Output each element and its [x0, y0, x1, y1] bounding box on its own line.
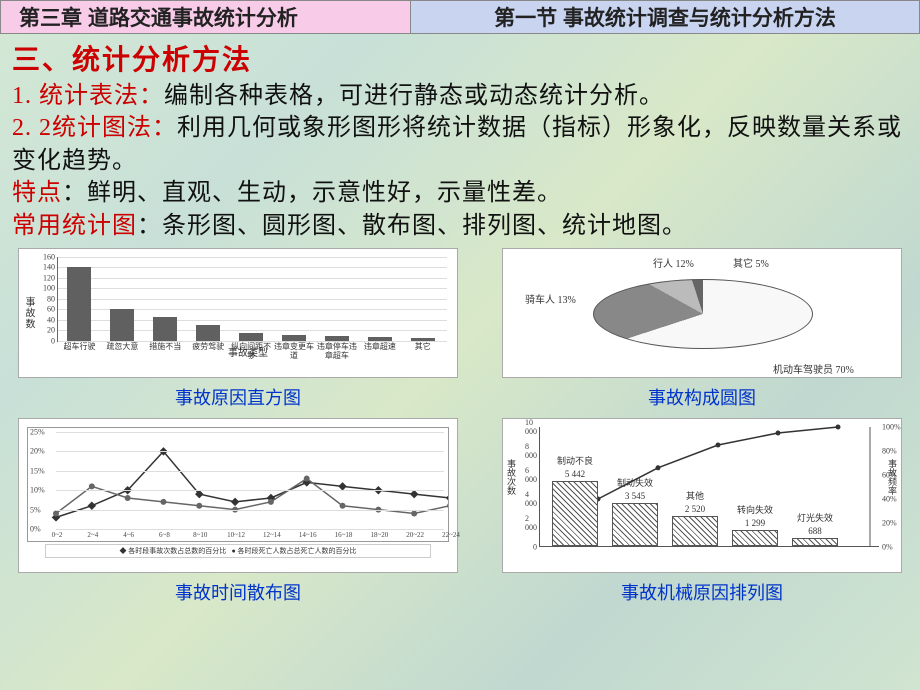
- chart3-plot: 0%5%10%15%20%25%0~22~44~66~88~1010~1212~…: [27, 427, 449, 542]
- charts-area: 事故数 020406080100120140160超车行驶疏忽大意措施不当疲劳驾…: [0, 248, 920, 613]
- line-1: 1. 统计表法：编制各种表格，可进行静态或动态统计分析。: [12, 80, 908, 112]
- line-chart: 0%5%10%15%20%25%0~22~44~66~88~1010~1212~…: [18, 418, 458, 573]
- line-2-prefix: 2. 2统计图法：: [12, 115, 177, 141]
- chart4-plot: 02 0004 0006 0008 00010 0000%20%40%60%80…: [539, 427, 879, 547]
- legend-item-0: ◆ 各时段事故次数占总数的百分比: [120, 547, 227, 555]
- pareto-chart: 事故次数 事故频率 02 0004 0006 0008 00010 0000%2…: [502, 418, 902, 573]
- line-2: 2. 2统计图法：利用几何或象形图形将统计数据（指标）形象化，反映数量关系或变化…: [12, 112, 908, 177]
- line-4-text: ：条形图、圆形图、散布图、排列图、统计地图。: [137, 213, 687, 239]
- pie-chart: 行人 12% 其它 5% 骑车人 13% 机动车驾驶员 70%: [502, 248, 902, 378]
- line-1-prefix: 1. 统计表法：: [12, 83, 164, 109]
- line-3-prefix: 特点: [12, 180, 62, 206]
- chart4-caption: 事故机械原因排列图: [502, 579, 902, 605]
- chart3-svg: [28, 428, 448, 541]
- chart1-wrap: 事故数 020406080100120140160超车行驶疏忽大意措施不当疲劳驾…: [18, 248, 458, 418]
- pie-label-2: 骑车人 13%: [525, 291, 576, 306]
- charts-row-2: 0%5%10%15%20%25%0~22~44~66~88~1010~1212~…: [18, 418, 902, 613]
- line-4-prefix: 常用统计图: [12, 213, 137, 239]
- pie-label-0: 行人 12%: [653, 255, 694, 270]
- line-4: 常用统计图：条形图、圆形图、散布图、排列图、统计地图。: [12, 210, 908, 242]
- chart3-legend: ◆ 各时段事故次数占总数的百分比 ● 各时段死亡人数占总死亡人数的百分比: [45, 544, 431, 558]
- chart2-caption: 事故构成圆图: [502, 384, 902, 410]
- chart3-wrap: 0%5%10%15%20%25%0~22~44~66~88~1010~1212~…: [18, 418, 458, 613]
- chart4-wrap: 事故次数 事故频率 02 0004 0006 0008 00010 0000%2…: [502, 418, 902, 613]
- section-title: 第一节 事故统计调查与统计分析方法: [411, 1, 919, 33]
- pie-label-3: 机动车驾驶员 70%: [773, 361, 854, 376]
- chart1-plot: 020406080100120140160超车行驶疏忽大意措施不当疲劳驾驶纵向间…: [57, 257, 447, 342]
- chart1-caption: 事故原因直方图: [18, 384, 458, 410]
- line-3: 特点：鲜明、直观、生动，示意性好，示量性差。: [12, 177, 908, 209]
- charts-row-1: 事故数 020406080100120140160超车行驶疏忽大意措施不当疲劳驾…: [18, 248, 902, 418]
- chart2-wrap: 行人 12% 其它 5% 骑车人 13% 机动车驾驶员 70% 事故构成圆图: [502, 248, 902, 418]
- bar-chart: 事故数 020406080100120140160超车行驶疏忽大意措施不当疲劳驾…: [18, 248, 458, 378]
- chapter-title: 第三章 道路交通事故统计分析: [1, 1, 411, 33]
- main-heading: 三、统计分析方法: [12, 38, 908, 78]
- line-3-text: ：鲜明、直观、生动，示意性好，示量性差。: [62, 180, 562, 206]
- chart1-ylabel: 事故数: [21, 296, 36, 329]
- pie-body: [593, 279, 813, 364]
- chart3-caption: 事故时间散布图: [18, 579, 458, 605]
- legend-item-1: ● 各时段死亡人数占总死亡人数的百分比: [232, 547, 357, 555]
- content-area: 三、统计分析方法 1. 统计表法：编制各种表格，可进行静态或动态统计分析。 2.…: [0, 34, 920, 242]
- chart4-ylabel-left: 事故次数: [505, 459, 518, 495]
- pie-label-1: 其它 5%: [733, 255, 769, 270]
- line-1-text: 编制各种表格，可进行静态或动态统计分析。: [164, 83, 664, 109]
- header-row: 第三章 道路交通事故统计分析 第一节 事故统计调查与统计分析方法: [0, 0, 920, 34]
- pie-top: [593, 279, 813, 349]
